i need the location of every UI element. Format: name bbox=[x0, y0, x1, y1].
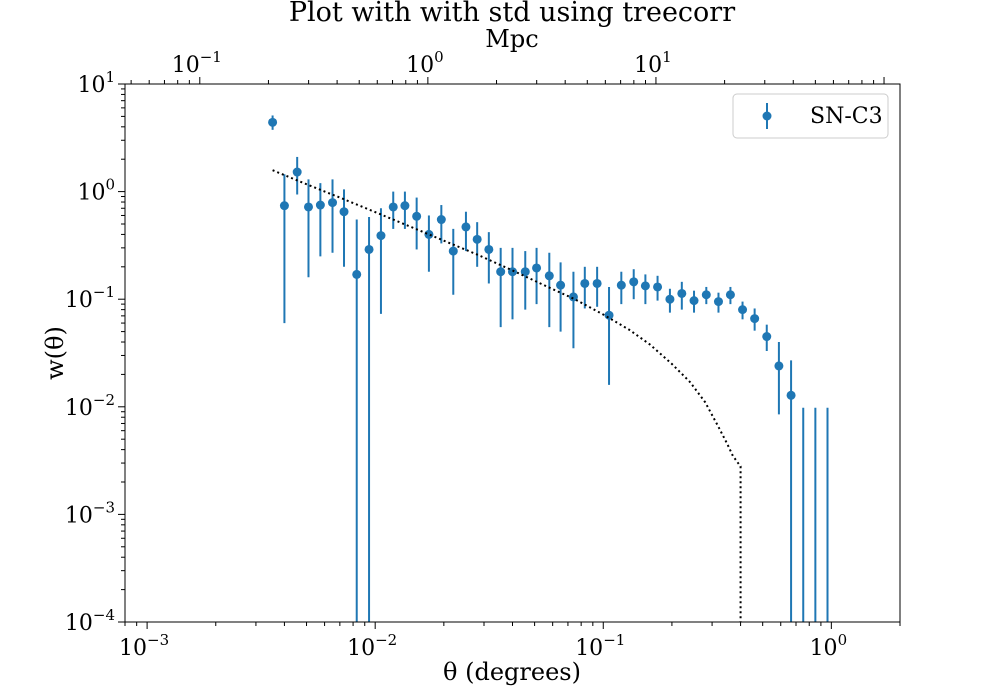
plot-area bbox=[268, 115, 829, 622]
data-point bbox=[412, 211, 422, 221]
legend-marker bbox=[762, 111, 772, 121]
legend: SN-C3 bbox=[732, 93, 889, 139]
data-point bbox=[592, 278, 602, 288]
y-tick-label: 100 bbox=[77, 176, 115, 206]
data-point bbox=[640, 281, 650, 291]
data-point bbox=[328, 198, 338, 208]
y-tick-label: 10−4 bbox=[65, 606, 115, 636]
data-point bbox=[738, 305, 748, 315]
data-point bbox=[556, 280, 566, 290]
y-axis-label: w(θ) bbox=[41, 326, 69, 380]
top-axis: 10−1 100 101 bbox=[130, 48, 885, 84]
data-point bbox=[268, 117, 278, 127]
data-point bbox=[725, 290, 735, 300]
data-point bbox=[629, 277, 639, 287]
data-point bbox=[279, 201, 289, 211]
data-point bbox=[580, 278, 590, 288]
data-point bbox=[677, 288, 687, 298]
data-point bbox=[774, 361, 784, 371]
plot-frame bbox=[124, 83, 901, 623]
data-point bbox=[484, 244, 494, 254]
data-point bbox=[689, 296, 699, 306]
data-point bbox=[461, 222, 471, 232]
data-point bbox=[364, 244, 374, 254]
data-point bbox=[568, 292, 578, 302]
data-point bbox=[448, 246, 458, 256]
data-point bbox=[303, 202, 313, 212]
data-point bbox=[713, 297, 723, 307]
x-axis-label: θ (degrees) bbox=[443, 658, 581, 686]
data-point bbox=[436, 215, 446, 225]
data-point bbox=[388, 202, 398, 212]
top-tick-label: 101 bbox=[634, 48, 672, 78]
top-tick-label: 10−1 bbox=[172, 48, 222, 78]
y-tick-label: 10−3 bbox=[65, 498, 115, 528]
data-point bbox=[750, 314, 760, 324]
data-point bbox=[604, 310, 614, 320]
data-point bbox=[616, 280, 626, 290]
y-axis: 10−4 10−3 10−2 10−1 100 101 bbox=[65, 68, 125, 636]
data-point bbox=[665, 294, 675, 304]
data-point bbox=[532, 263, 542, 273]
data-point bbox=[472, 234, 482, 244]
x-axis: 10−3 10−2 10−1 100 bbox=[119, 622, 901, 661]
y-tick-label: 10−1 bbox=[65, 283, 115, 313]
x-tick-label: 10−1 bbox=[575, 631, 625, 661]
model-curve bbox=[272, 169, 742, 622]
data-point bbox=[292, 167, 302, 177]
data-point bbox=[701, 290, 711, 300]
data-point bbox=[339, 207, 349, 217]
x-axis-label-text: θ (degrees) bbox=[443, 658, 581, 686]
data-point bbox=[424, 229, 434, 239]
x-tick-label: 10−3 bbox=[119, 631, 169, 661]
data-point bbox=[376, 231, 386, 241]
chart-title: Plot with with std using treecorr bbox=[289, 0, 735, 28]
data-point bbox=[315, 200, 325, 210]
x-tick-label: 10−2 bbox=[347, 631, 397, 661]
data-point bbox=[400, 201, 410, 211]
data-point bbox=[508, 267, 517, 277]
data-point bbox=[762, 332, 772, 342]
legend-label: SN-C3 bbox=[810, 104, 883, 129]
data-point bbox=[520, 267, 530, 277]
data-point bbox=[352, 269, 362, 279]
data-point bbox=[786, 390, 796, 400]
y-tick-label: 10−2 bbox=[65, 391, 115, 421]
y-tick-label: 101 bbox=[77, 68, 115, 98]
data-point bbox=[544, 271, 554, 281]
top-axis-label: Mpc bbox=[485, 25, 538, 53]
legend-box bbox=[732, 93, 889, 139]
x-tick-label: 100 bbox=[810, 631, 848, 661]
data-point bbox=[496, 267, 506, 277]
data-point bbox=[653, 282, 663, 292]
top-tick-label: 100 bbox=[406, 48, 444, 78]
